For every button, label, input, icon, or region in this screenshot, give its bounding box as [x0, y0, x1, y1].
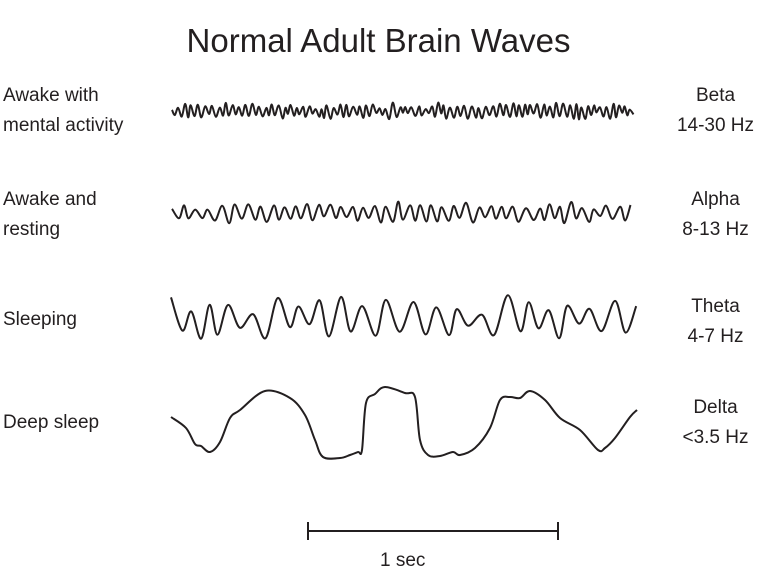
state-line: Awake and: [3, 189, 97, 210]
alpha-waveform: [171, 200, 632, 225]
wave-name: Delta: [693, 397, 738, 418]
state-line: Sleeping: [3, 309, 77, 330]
wave-label-alpha: Alpha 8-13 Hz: [668, 185, 757, 245]
state-line: resting: [3, 219, 61, 240]
wave-label-beta: Beta 14-30 Hz: [668, 81, 757, 141]
wave-range: 8-13 Hz: [682, 219, 749, 240]
delta-waveform: [170, 386, 638, 460]
wave-range: <3.5 Hz: [682, 427, 749, 448]
state-label-theta: Sleeping: [3, 305, 77, 335]
state-line: mental activity: [3, 115, 124, 136]
wave-name: Beta: [695, 85, 736, 106]
wave-range: 14-30 Hz: [676, 115, 755, 136]
state-label-delta: Deep sleep: [3, 408, 99, 438]
diagram-title: Normal Adult Brain Waves: [186, 22, 571, 59]
state-line: Deep sleep: [3, 412, 100, 433]
scale-bar: [307, 522, 559, 540]
wave-label-delta: Delta <3.5 Hz: [668, 393, 757, 453]
wave-label-theta: Theta 4-7 Hz: [668, 292, 757, 352]
wave-name: Alpha: [691, 189, 740, 210]
beta-waveform: [171, 101, 635, 121]
state-label-alpha: Awake and resting: [3, 185, 97, 245]
scale-bar-label: 1 sec: [380, 550, 426, 571]
state-line: Awake with: [3, 85, 99, 106]
wave-name: Theta: [691, 296, 740, 317]
state-label-beta: Awake with mental activity: [3, 81, 123, 141]
wave-range: 4-7 Hz: [687, 326, 744, 347]
theta-waveform: [170, 294, 638, 340]
